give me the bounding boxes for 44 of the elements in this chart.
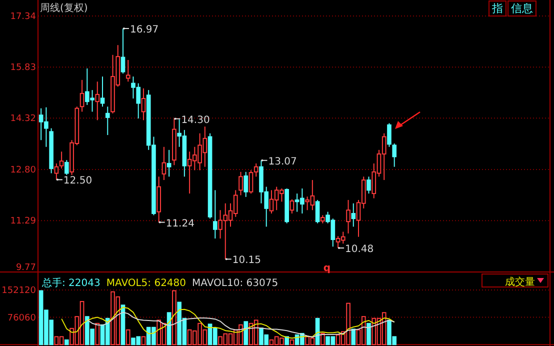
annotation: 14.30	[181, 114, 210, 126]
candlestick	[212, 190, 218, 240]
annotation: 10.48	[345, 244, 374, 255]
annotation: 10.15	[232, 255, 262, 266]
y-tick-label: 12.80	[10, 166, 36, 176]
y-tick-label: 15.83	[10, 63, 36, 74]
y-tick-label: 17.34	[10, 12, 36, 22]
candlestick	[141, 88, 146, 121]
line-series	[86, 312, 395, 338]
y-tick-label: 9.77	[16, 263, 36, 273]
candlestick	[351, 202, 356, 228]
candlestick	[166, 149, 172, 178]
text: 指	[491, 2, 503, 15]
bar	[290, 339, 294, 346]
bar	[95, 322, 100, 346]
candlestick	[346, 199, 350, 234]
line-series	[61, 306, 395, 339]
text: MAVOL10: 63075	[192, 278, 278, 289]
bar	[366, 322, 371, 346]
candlestick	[80, 79, 84, 112]
y-tick-label: 14.32	[10, 114, 36, 124]
candlestick	[95, 81, 100, 121]
y-tick-label: 76060	[7, 313, 36, 324]
annotation: 13.07	[268, 156, 297, 168]
candlestick	[105, 106, 110, 136]
bar	[244, 321, 248, 346]
text: 信息	[511, 2, 533, 15]
candlestick	[162, 146, 166, 181]
bar	[172, 290, 176, 346]
annotation: 11.24	[166, 218, 194, 230]
chart-title: 周线(复权)	[40, 2, 88, 14]
bar	[126, 329, 130, 346]
annotation: 16.97	[130, 24, 159, 36]
bar	[351, 328, 356, 346]
text: MAVOL5: 62480	[106, 278, 186, 289]
bar	[320, 332, 325, 346]
bar	[141, 336, 146, 346]
text: 成交量	[505, 276, 535, 288]
y-tick-label: 11.29	[10, 216, 36, 227]
bar	[64, 339, 69, 346]
annotation: 12.50	[63, 176, 92, 187]
annotation: q	[323, 263, 331, 274]
y-tick-label: 152120	[2, 286, 36, 296]
series-label: 总手: 22043	[41, 277, 100, 289]
